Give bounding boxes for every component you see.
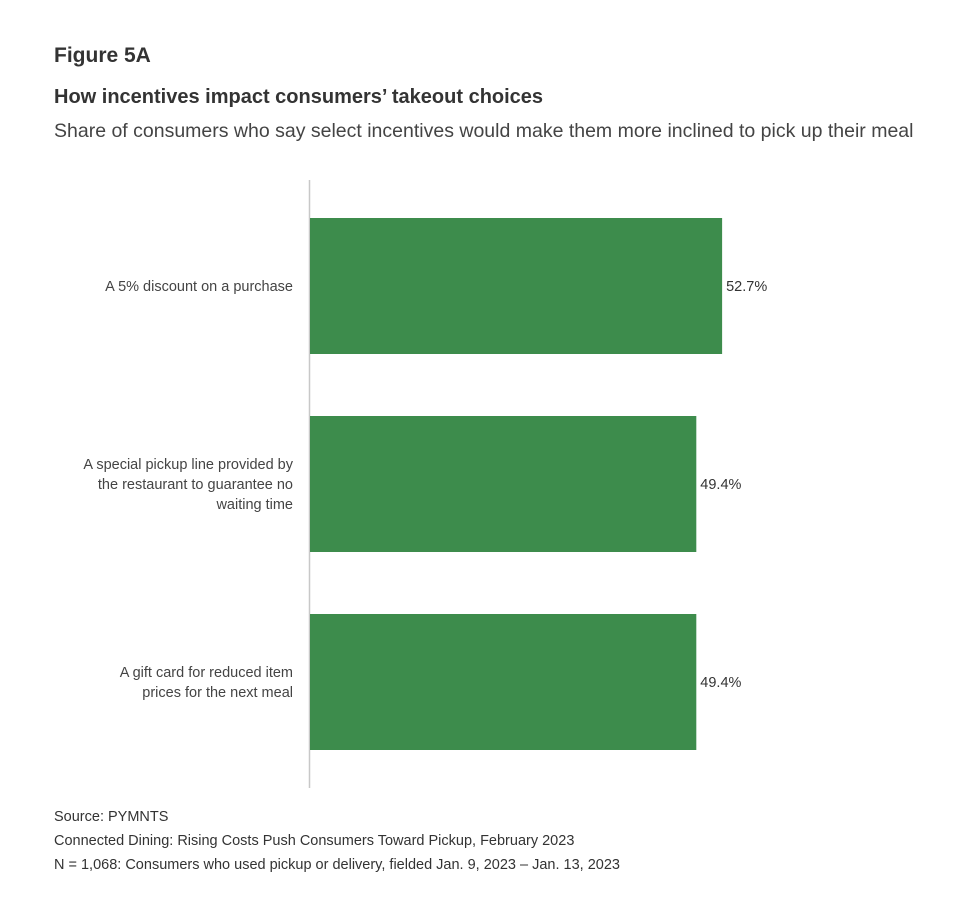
chart-subtitle: Share of consumers who say select incent… [54, 120, 914, 142]
category-label: A gift card for reduced item [120, 665, 293, 681]
bar [310, 416, 697, 552]
category-label: waiting time [215, 497, 293, 513]
category-label: prices for the next meal [142, 685, 293, 701]
category-label: A 5% discount on a purchase [105, 279, 293, 295]
category-label: the restaurant to guarantee no [98, 477, 293, 493]
chart-title: How incentives impact consumers’ takeout… [54, 86, 544, 108]
report-note: Connected Dining: Rising Costs Push Cons… [54, 833, 575, 849]
data-label: 52.7% [726, 279, 767, 295]
bar [310, 614, 697, 750]
category-label: A special pickup line provided by [83, 457, 293, 473]
data-label: 49.4% [700, 675, 741, 691]
source-note: Source: PYMNTS [54, 809, 169, 825]
figure-label: Figure 5A [54, 44, 151, 67]
data-label: 49.4% [700, 477, 741, 493]
sample-note: N = 1,068: Consumers who used pickup or … [54, 857, 620, 873]
bar [310, 218, 723, 354]
